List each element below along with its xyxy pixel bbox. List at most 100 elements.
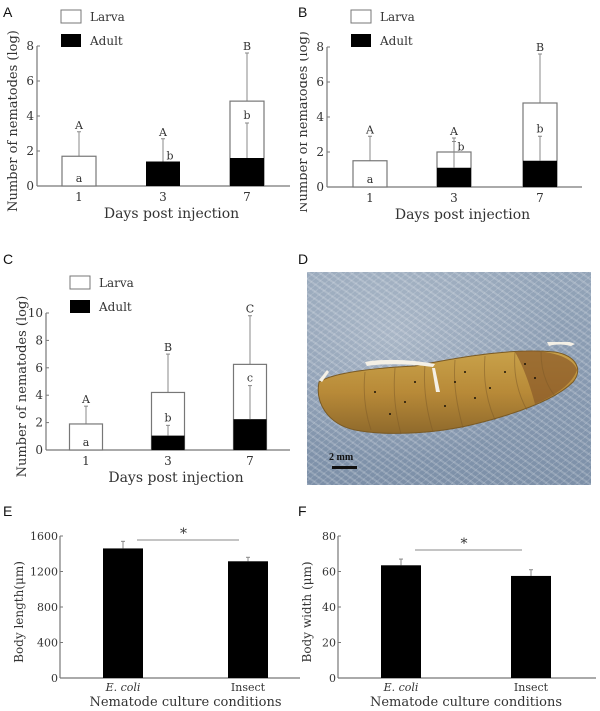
y-tick-label: 1600	[30, 530, 58, 543]
bar-adult	[523, 160, 557, 187]
legend-swatch-larva	[69, 275, 91, 290]
significance-letter-adult: a	[76, 172, 83, 185]
significance-letter-adult: b	[243, 109, 250, 122]
y-tick-label: 80	[322, 530, 336, 543]
y-tick-label: 6	[26, 74, 34, 88]
y-tick-label: 0	[35, 443, 43, 457]
significance-letter-adult: a	[367, 173, 374, 186]
significance-letter-adult: c	[247, 372, 253, 385]
x-tick-label: Insect	[231, 681, 266, 694]
significance-letter-total: B	[164, 341, 172, 354]
y-tick-label: 0	[26, 179, 34, 193]
bar-adult	[151, 435, 185, 450]
y-axis-label: Number of nematodes (log)	[300, 31, 311, 213]
legend-swatch-adult	[61, 34, 81, 47]
bar-larva	[68, 423, 104, 451]
panel-label-e: E	[3, 503, 13, 519]
y-tick-label: 0	[329, 672, 336, 685]
y-tick-label: 6	[316, 75, 324, 89]
y-tick-label: 60	[322, 566, 336, 579]
y-axis-label: Number of nematodes (log)	[6, 30, 21, 212]
x-tick-label: 7	[243, 190, 251, 204]
significance-letter-adult: b	[164, 411, 171, 424]
y-tick-label: 20	[322, 637, 336, 650]
y-tick-label: 10	[28, 306, 43, 320]
significance-letter-adult: b	[457, 141, 464, 154]
legend-swatch-adult	[351, 34, 371, 47]
bar	[228, 561, 268, 678]
y-tick-label: 8	[35, 333, 43, 347]
significance-letter-total: A	[158, 126, 168, 139]
significance-letter-adult: a	[83, 436, 90, 449]
legend-swatch-larva	[350, 9, 372, 24]
y-tick-label: 4	[35, 388, 43, 402]
significance-asterisk: *	[180, 526, 187, 542]
panel-label-d: D	[298, 251, 309, 267]
y-tick-label: 0	[51, 672, 58, 685]
significance-letter-total: A	[449, 125, 459, 138]
scale-bar	[332, 466, 357, 469]
x-tick-label: E. coli	[383, 681, 419, 694]
y-tick-label: 0	[316, 180, 324, 194]
x-axis-label: Days post injection	[395, 207, 530, 223]
significance-letter-adult: b	[166, 150, 173, 163]
legend-label-larva: Larva	[99, 276, 134, 290]
bar-adult	[146, 161, 180, 186]
significance-asterisk: *	[461, 536, 468, 552]
larva-body-illustration	[317, 342, 578, 435]
y-tick-label: 2	[35, 416, 43, 430]
y-tick-label: 40	[322, 601, 336, 614]
scale-bar-label: 2 mm	[329, 452, 354, 463]
x-tick-label: 7	[246, 454, 254, 468]
significance-letter-total: A	[365, 123, 375, 136]
panel-label-a: A	[3, 4, 13, 20]
significance-letter-total: C	[246, 303, 254, 316]
x-axis-label: Days post injection	[108, 470, 243, 486]
y-axis-label: Body length(μm)	[12, 561, 26, 663]
bar	[103, 548, 143, 678]
legend-label-adult: Adult	[89, 34, 123, 48]
y-tick-label: 2	[316, 145, 324, 159]
legend-label-larva: Larva	[90, 10, 125, 24]
legend-swatch-larva	[60, 9, 82, 24]
panel-label-f: F	[298, 503, 307, 519]
x-tick-label: E. coli	[105, 681, 141, 694]
legend-swatch-adult	[70, 300, 90, 313]
x-tick-label: 3	[450, 191, 458, 205]
x-tick-label: 7	[536, 191, 544, 205]
x-tick-label: 3	[164, 454, 172, 468]
y-axis-label: Number of nematodes (log)	[15, 296, 30, 478]
significance-letter-adult: b	[536, 122, 543, 135]
x-axis-label: Days post injection	[104, 206, 239, 222]
x-axis-label: Nematode culture conditions	[370, 695, 562, 710]
y-tick-label: 8	[316, 40, 324, 54]
bar-larva	[352, 160, 388, 188]
x-tick-label: 3	[159, 190, 167, 204]
y-tick-label: 1200	[30, 566, 58, 579]
bar-adult	[230, 158, 264, 186]
chart-panel-e: 0 400 800 1200 1600 Body length(μm) Nematode c…	[12, 526, 300, 710]
chart-panel-b: 0 2 4 6 8 Number of nematodes (log) Days post …	[300, 9, 582, 223]
y-tick-label: 4	[26, 109, 34, 123]
x-tick-label: 1	[366, 191, 374, 205]
bar-larva	[61, 155, 97, 187]
legend-label-larva: Larva	[380, 10, 415, 24]
legend-label-adult: Adult	[379, 34, 413, 48]
x-tick-label: 1	[75, 190, 83, 204]
y-tick-label: 2	[26, 144, 34, 158]
panel-label-c: C	[3, 251, 14, 267]
y-axis-label: Body width (μm)	[300, 561, 314, 662]
bar	[381, 565, 421, 678]
chart-panel-f: 0 20 40 60 80 Body width (μm) Nematode culture…	[300, 530, 596, 710]
bar	[511, 575, 551, 678]
significance-letter-total: B	[243, 40, 251, 53]
panel-label-b: B	[298, 4, 308, 20]
y-tick-label: 6	[35, 361, 43, 375]
significance-letter-total: B	[536, 41, 544, 54]
significance-letter-total: A	[74, 119, 84, 132]
bar-adult	[233, 419, 267, 450]
y-tick-label: 400	[37, 637, 58, 650]
y-tick-label: 8	[26, 39, 34, 53]
y-tick-label: 800	[37, 601, 58, 614]
